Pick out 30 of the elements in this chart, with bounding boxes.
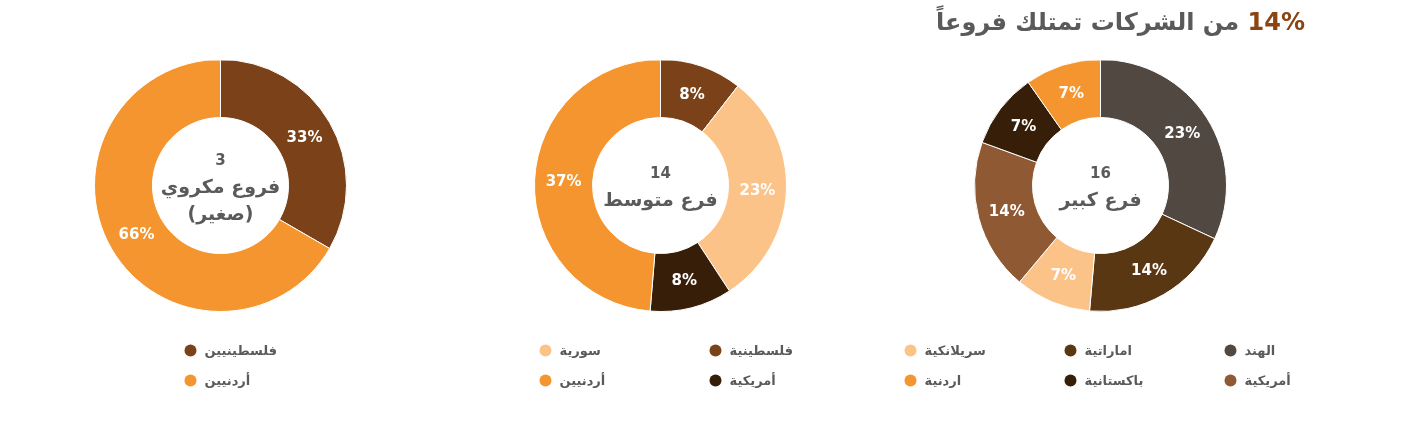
legend-label: فلسطينية — [729, 343, 794, 358]
text: فرع متوسط — [603, 188, 718, 211]
data-label: 7% — [1010, 117, 1037, 136]
text: 14 — [650, 164, 671, 182]
legend-label: فلسطينيين — [204, 343, 278, 358]
data-label: 37% — [545, 172, 582, 191]
legend-label: أمريكية — [729, 372, 776, 388]
data-label: 8% — [679, 84, 705, 103]
legend-label: باكستانية — [1084, 373, 1144, 388]
text: فروع مكروي (صغير) — [160, 174, 281, 225]
text: فرع كبير — [1058, 188, 1142, 211]
text: 16 — [1090, 164, 1111, 182]
data-label: 7% — [1050, 266, 1077, 285]
legend-label: اردنية — [924, 373, 962, 388]
legend-label: أردنيين — [559, 372, 606, 388]
data-label: 14% — [988, 201, 1025, 220]
data-label: 14% — [1131, 260, 1167, 279]
legend-label: سورية — [559, 343, 601, 358]
data-label: 8% — [671, 270, 698, 289]
data-label: 66% — [118, 225, 155, 243]
legend-label: الهند — [1244, 343, 1276, 358]
legend-label: أردنيين — [204, 372, 251, 388]
legend-label: سريلانكية — [924, 343, 986, 358]
data-label: 23% — [739, 180, 776, 199]
legend-label: أمريكية — [1244, 372, 1291, 388]
data-label: 7% — [1058, 83, 1085, 102]
data-label: 33% — [286, 128, 323, 146]
legend-label: اماراتية — [1084, 343, 1132, 358]
text: 3 — [215, 150, 226, 169]
data-label: 23% — [1164, 124, 1201, 143]
